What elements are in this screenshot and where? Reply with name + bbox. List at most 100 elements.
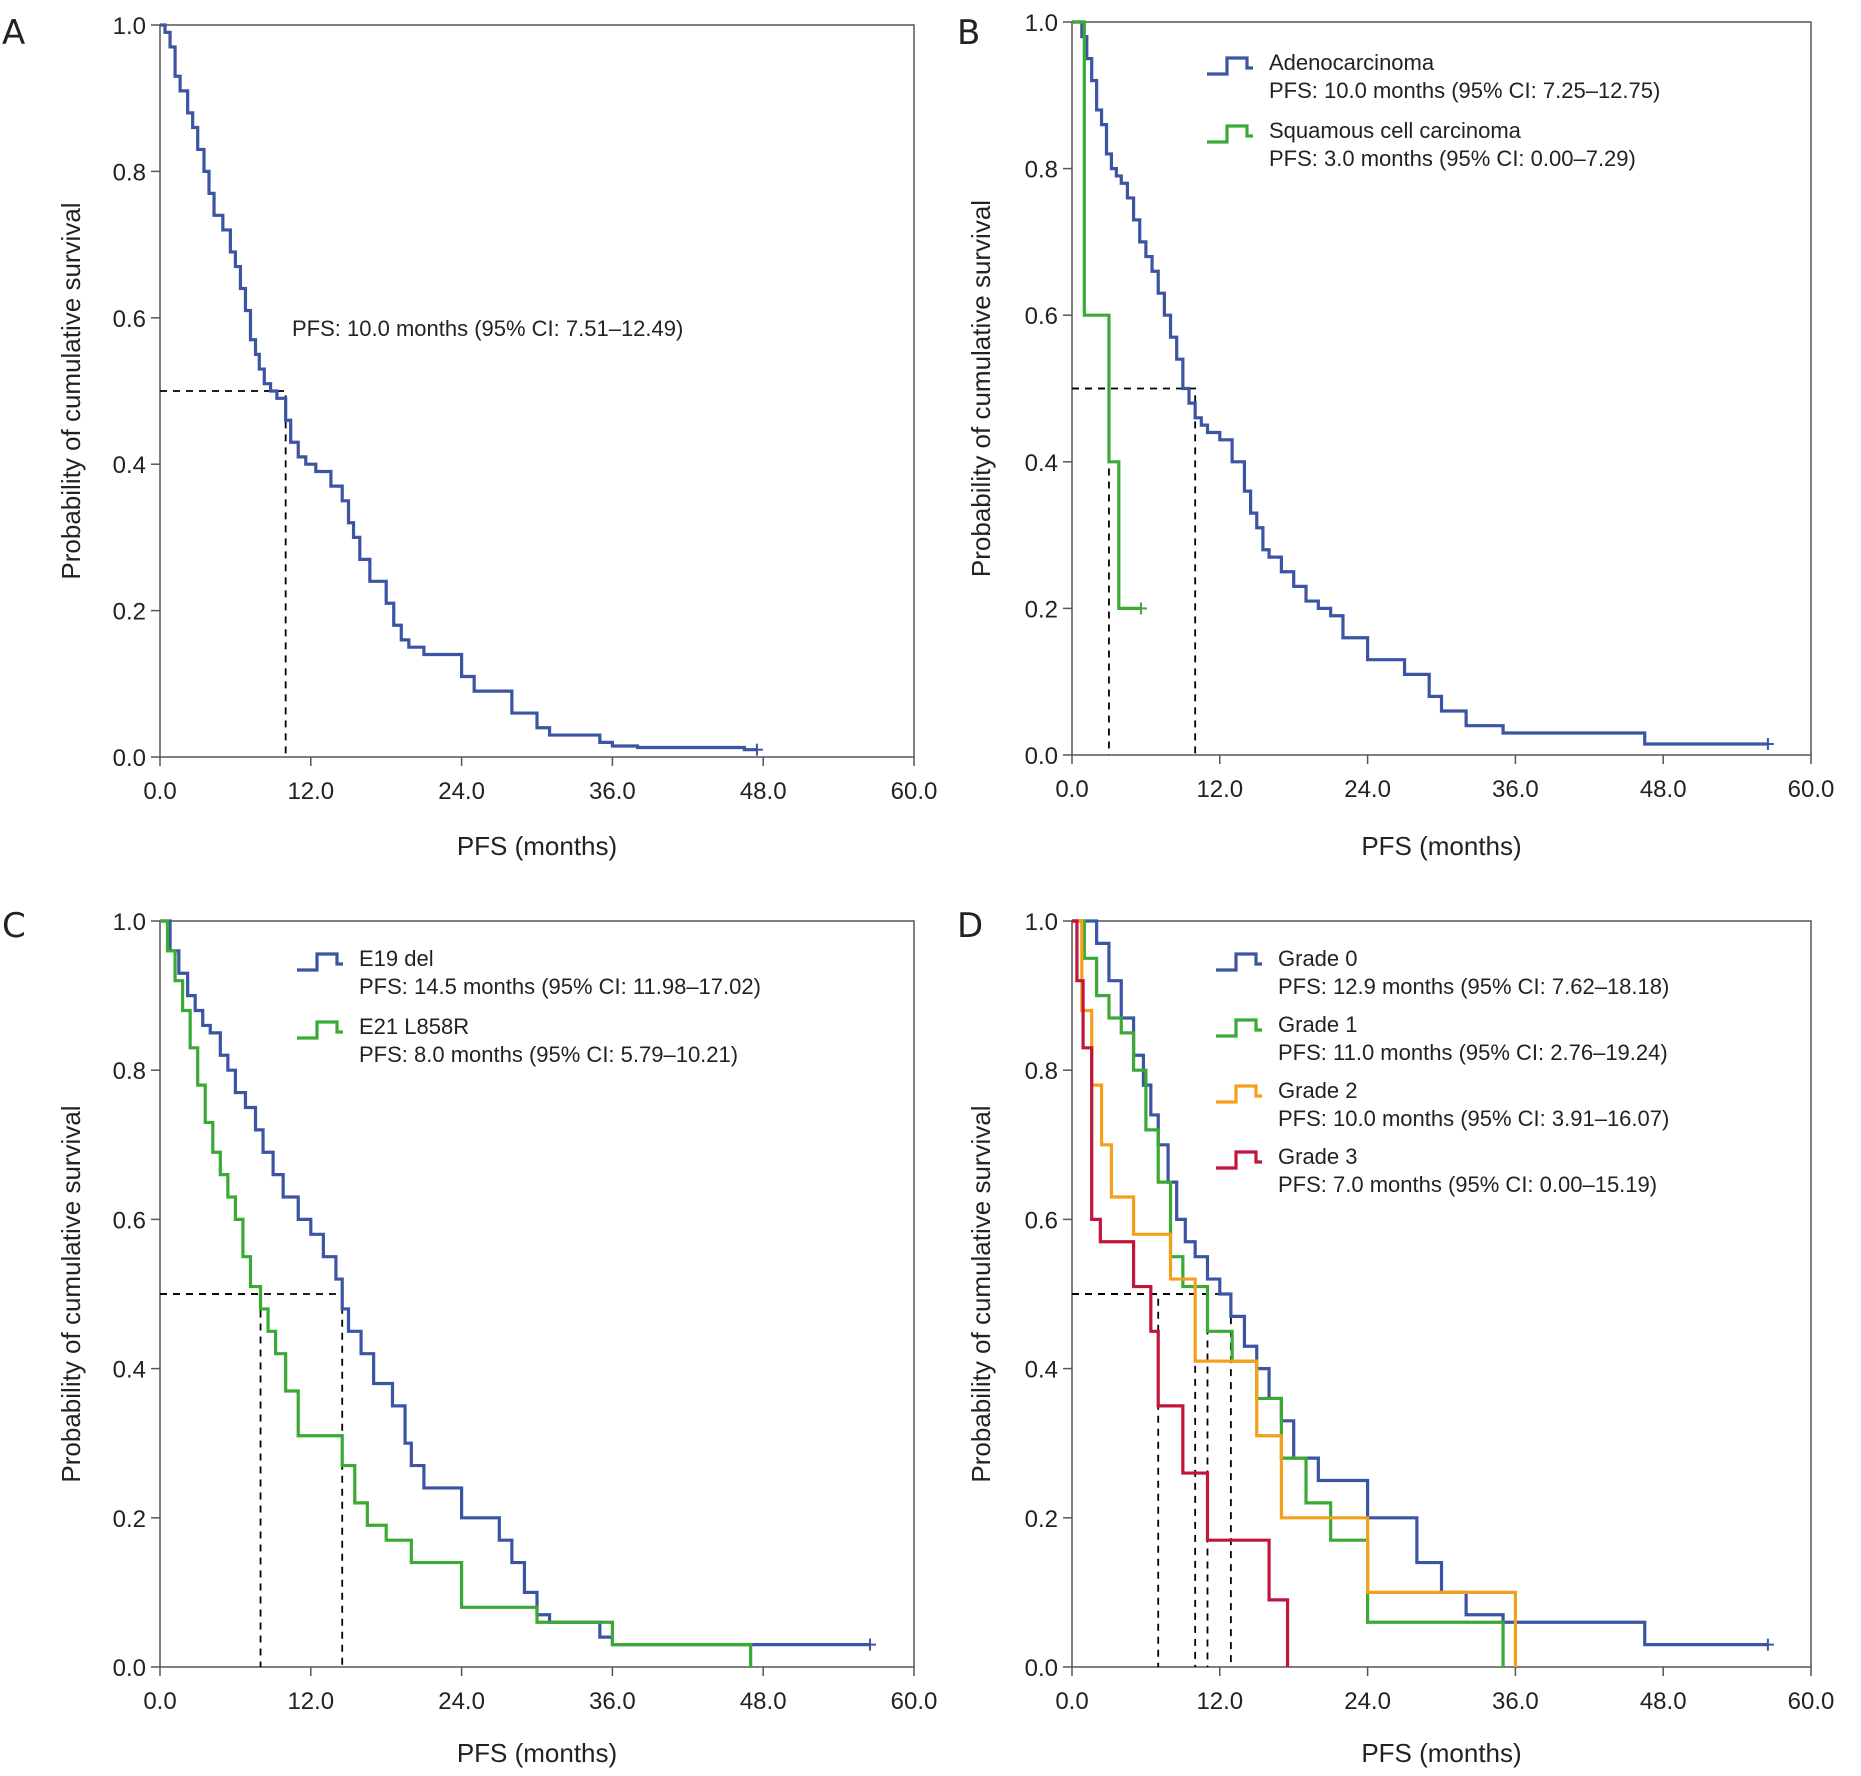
legend-label: Grade 3 (1278, 1144, 1358, 1169)
legend-label: Grade 0 (1278, 946, 1358, 971)
median-line (160, 1293, 262, 1667)
legend-label: Adenocarcinoma (1269, 50, 1435, 75)
y-tick-label: 1.0 (113, 909, 146, 936)
y-axis-label: Probability of cumulative survival (966, 200, 996, 577)
y-tick-label: 0.8 (113, 159, 146, 186)
median-line (1072, 1293, 1209, 1667)
panel-letter: A (2, 13, 25, 53)
y-tick-label: 1.0 (1025, 909, 1058, 936)
y-tick-label: 1.0 (1025, 10, 1058, 37)
y-tick-label: 0.4 (113, 1357, 146, 1384)
survival-curve-adenocarcinoma (1072, 20, 1768, 746)
x-tick-label: 60.0 (1788, 1688, 1835, 1715)
y-tick-label: 0.6 (113, 1207, 146, 1234)
x-tick-label: 48.0 (1640, 1688, 1687, 1715)
legend-stat: PFS: 10.0 months (95% CI: 3.91–16.07) (1278, 1106, 1669, 1131)
x-tick-label: 24.0 (1344, 776, 1391, 803)
x-axis-label: PFS (months) (1361, 831, 1521, 861)
panel-a: A 0.0 12.0 24.0 36.0 48.0 60.0 0.0 0.2 0.4 0.6 0.8 1… (2, 13, 937, 861)
y-axis-label: Probability of cumulative survival (56, 1105, 86, 1482)
x-tick-label: 36.0 (1492, 1688, 1539, 1715)
panel-b: B 0.0 12.0 24.0 36.0 48.0 60.0 0.0 0.2 0.4 0.6 0.8 1… (957, 10, 1834, 861)
legend: Grade 0 PFS: 12.9 months (95% CI: 7.62–18… (1216, 946, 1669, 1197)
legend-stat: PFS: 8.0 months (95% CI: 5.79–10.21) (359, 1042, 738, 1067)
panel-letter: D (957, 906, 983, 946)
y-tick-label: 0.8 (113, 1058, 146, 1085)
legend-stat: PFS: 3.0 months (95% CI: 0.00–7.29) (1269, 146, 1636, 171)
y-tick-label: 0.2 (113, 1506, 146, 1533)
panel-letter: C (2, 906, 26, 946)
survival-curve (160, 23, 757, 752)
legend-swatch (1207, 56, 1253, 76)
survival-curve-grade-3 (1072, 919, 1290, 1667)
panel-letter: B (957, 13, 980, 53)
y-tick-label: 0.4 (1025, 450, 1058, 477)
x-tick-label: 12.0 (287, 1688, 334, 1715)
x-tick-label: 12.0 (287, 778, 334, 805)
x-tick-label: 0.0 (143, 778, 176, 805)
legend-stat: PFS: 12.9 months (95% CI: 7.62–18.18) (1278, 974, 1669, 999)
legend-swatch (1216, 1084, 1262, 1104)
legend-swatch (1216, 952, 1262, 972)
x-tick-label: 0.0 (143, 1688, 176, 1715)
x-tick-label: 36.0 (589, 1688, 636, 1715)
y-tick-label: 0.4 (113, 452, 146, 479)
y-tick-label: 1.0 (113, 13, 146, 40)
x-axis-label: PFS (months) (457, 831, 617, 861)
x-tick-label: 60.0 (891, 1688, 938, 1715)
legend: Adenocarcinoma PFS: 10.0 months (95% CI: … (1207, 50, 1660, 171)
y-tick-label: 0.0 (113, 745, 146, 772)
y-tick-label: 0.6 (1025, 303, 1058, 330)
survival-curve-grade-1 (1072, 919, 1505, 1667)
x-tick-label: 48.0 (740, 1688, 787, 1715)
legend-label: Grade 1 (1278, 1012, 1358, 1037)
plot-frame (159, 920, 915, 1668)
median-line (1072, 1293, 1160, 1667)
y-tick-label: 0.6 (113, 306, 146, 333)
survival-curve-squamous-cell-carcinoma (1072, 20, 1141, 611)
y-tick-label: 0.0 (1025, 1655, 1058, 1682)
x-tick-label: 48.0 (740, 778, 787, 805)
x-tick-label: 24.0 (438, 1688, 485, 1715)
panel-d: D 0.0 12.0 24.0 36.0 48.0 60.0 0.0 0.2 0.4 0.6 0.8 1… (957, 906, 1834, 1768)
x-tick-label: 12.0 (1196, 1688, 1243, 1715)
legend-swatch (297, 952, 343, 972)
panel-c: C 0.0 12.0 24.0 36.0 48.0 60.0 0.0 0.2 0.4 0.6 0.8 1… (2, 906, 937, 1768)
y-tick-label: 0.2 (1025, 1506, 1058, 1533)
survival-curve-e21-l858r (160, 919, 753, 1667)
pfs-annotation: PFS: 10.0 months (95% CI: 7.51–12.49) (292, 316, 683, 341)
legend-label: Squamous cell carcinoma (1269, 118, 1522, 143)
survival-curve-grade-0 (1072, 919, 1768, 1647)
legend-label: Grade 2 (1278, 1078, 1358, 1103)
legend-swatch (1207, 124, 1253, 144)
legend-swatch (297, 1020, 343, 1040)
median-line (1072, 387, 1197, 755)
y-tick-label: 0.2 (1025, 596, 1058, 623)
y-tick-label: 0.8 (1025, 1058, 1058, 1085)
y-tick-label: 0.6 (1025, 1207, 1058, 1234)
legend-label: E21 L858R (359, 1014, 469, 1039)
survival-curve-e19-del (160, 919, 871, 1647)
legend-swatch (1216, 1150, 1262, 1170)
x-tick-label: 24.0 (438, 778, 485, 805)
x-tick-label: 60.0 (1788, 776, 1835, 803)
legend-stat: PFS: 7.0 months (95% CI: 0.00–15.19) (1278, 1172, 1657, 1197)
y-tick-label: 0.2 (113, 599, 146, 626)
legend: E19 del PFS: 14.5 months (95% CI: 11.98–1… (297, 946, 761, 1067)
x-tick-label: 0.0 (1055, 1688, 1088, 1715)
survival-curve-grade-2 (1072, 919, 1518, 1667)
x-tick-label: 36.0 (1492, 776, 1539, 803)
x-tick-label: 48.0 (1640, 776, 1687, 803)
y-axis-label: Probability of cumulative survival (966, 1105, 996, 1482)
y-tick-label: 0.0 (1025, 743, 1058, 770)
x-axis-label: PFS (months) (457, 1738, 617, 1768)
median-line (1072, 1293, 1197, 1667)
median-line (160, 1293, 344, 1667)
y-tick-label: 0.8 (1025, 157, 1058, 184)
y-axis-label: Probability of cumulative survival (56, 202, 86, 579)
x-tick-label: 24.0 (1344, 1688, 1391, 1715)
median-line (160, 390, 287, 757)
y-tick-label: 0.4 (1025, 1357, 1058, 1384)
x-axis-label: PFS (months) (1361, 1738, 1521, 1768)
